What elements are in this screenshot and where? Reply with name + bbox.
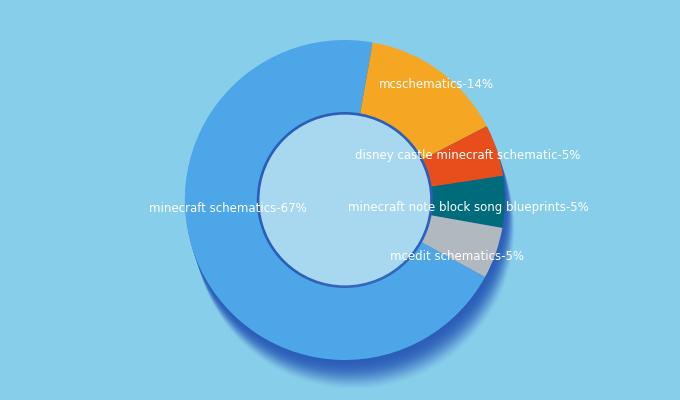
Ellipse shape xyxy=(275,146,430,300)
Ellipse shape xyxy=(189,53,509,373)
Text: minecraft note block song blueprints-5%: minecraft note block song blueprints-5% xyxy=(347,202,588,214)
Ellipse shape xyxy=(190,54,509,374)
Ellipse shape xyxy=(272,136,427,291)
Ellipse shape xyxy=(274,142,428,296)
Ellipse shape xyxy=(268,124,423,279)
Ellipse shape xyxy=(190,58,511,378)
Ellipse shape xyxy=(188,51,509,371)
Ellipse shape xyxy=(270,131,425,286)
Wedge shape xyxy=(431,176,505,228)
Ellipse shape xyxy=(271,134,426,288)
Wedge shape xyxy=(185,40,485,360)
Wedge shape xyxy=(422,215,503,277)
Ellipse shape xyxy=(187,46,507,366)
Wedge shape xyxy=(360,42,487,160)
Ellipse shape xyxy=(269,125,423,280)
Ellipse shape xyxy=(192,62,512,382)
Ellipse shape xyxy=(270,129,424,284)
Ellipse shape xyxy=(188,50,508,370)
Ellipse shape xyxy=(273,138,427,292)
Wedge shape xyxy=(423,126,503,187)
Ellipse shape xyxy=(193,66,513,386)
Ellipse shape xyxy=(186,43,506,363)
Ellipse shape xyxy=(186,45,507,365)
Ellipse shape xyxy=(271,132,426,287)
Ellipse shape xyxy=(186,42,505,362)
Ellipse shape xyxy=(191,59,511,379)
Text: minecraft schematics-67%: minecraft schematics-67% xyxy=(149,202,307,214)
Circle shape xyxy=(260,115,430,285)
Ellipse shape xyxy=(188,48,507,368)
Ellipse shape xyxy=(193,64,513,384)
Ellipse shape xyxy=(271,135,426,290)
Ellipse shape xyxy=(194,67,514,387)
Ellipse shape xyxy=(190,56,510,376)
Ellipse shape xyxy=(275,147,430,302)
Text: disney castle minecraft schematic-5%: disney castle minecraft schematic-5% xyxy=(356,149,581,162)
Text: mcschematics-14%: mcschematics-14% xyxy=(379,78,494,91)
Ellipse shape xyxy=(273,139,428,294)
Ellipse shape xyxy=(269,128,424,283)
Ellipse shape xyxy=(269,127,424,282)
Ellipse shape xyxy=(274,143,429,298)
Ellipse shape xyxy=(275,144,430,299)
Ellipse shape xyxy=(273,140,428,295)
Text: mcedit schematics-5%: mcedit schematics-5% xyxy=(390,250,524,262)
Ellipse shape xyxy=(192,61,512,381)
